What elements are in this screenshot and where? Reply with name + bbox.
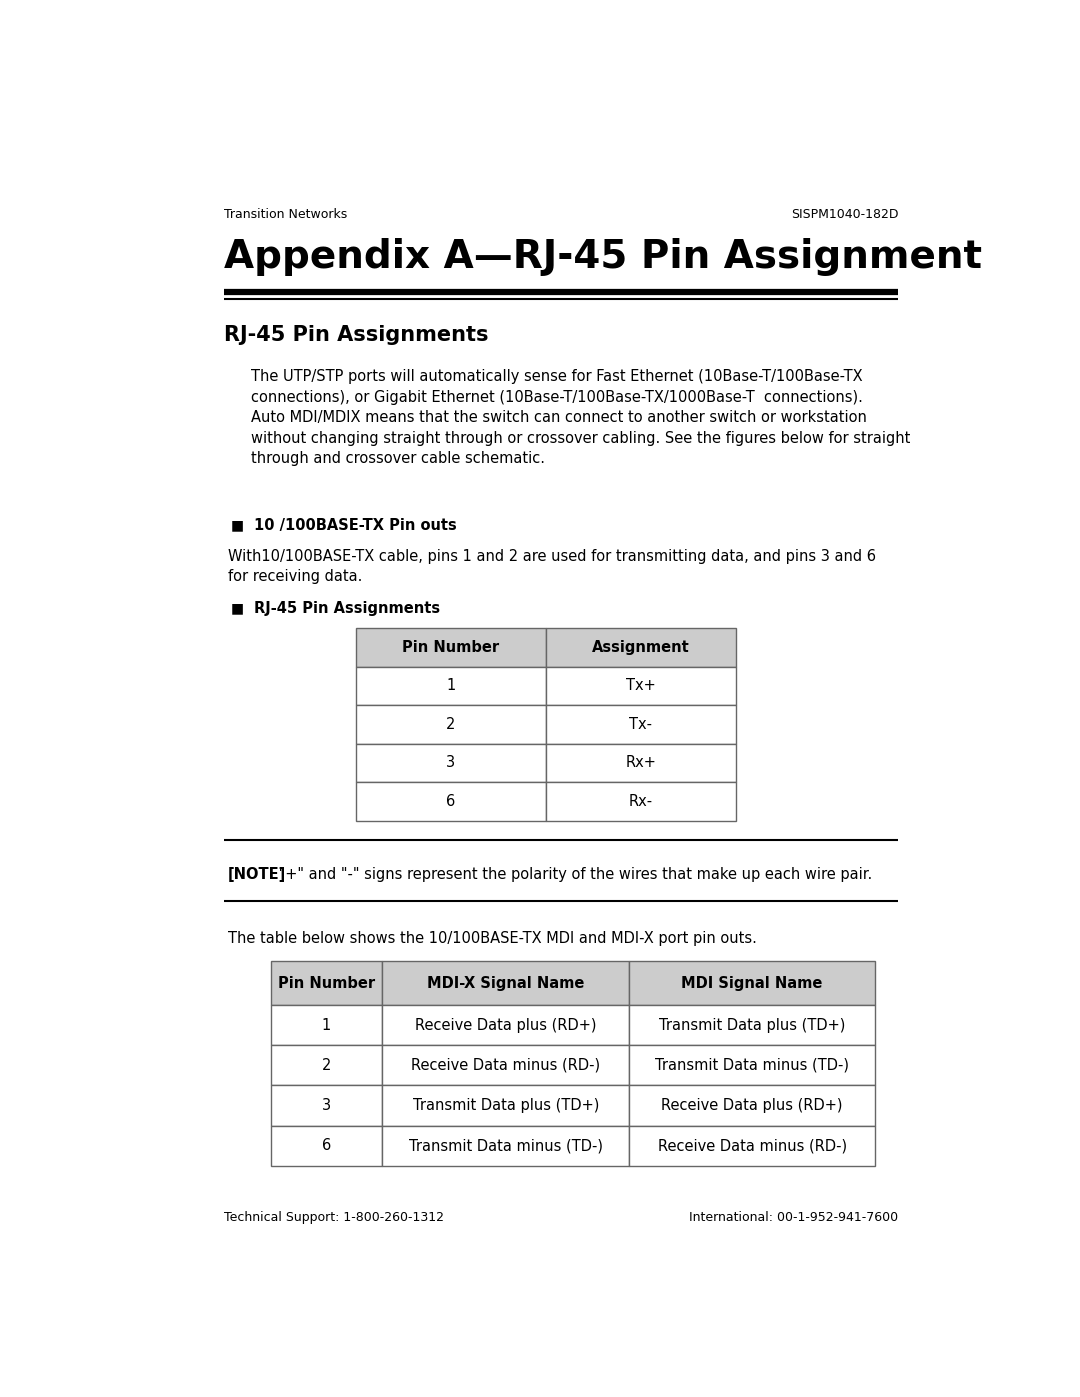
Bar	[356, 705, 545, 743]
Bar	[545, 629, 735, 666]
Bar	[356, 666, 545, 705]
Text: International: 00-1-952-941-7600: International: 00-1-952-941-7600	[689, 1211, 899, 1224]
Text: Receive Data minus (RD-): Receive Data minus (RD-)	[658, 1139, 847, 1153]
Text: Receive Data minus (RD-): Receive Data minus (RD-)	[411, 1058, 600, 1073]
Bar	[545, 782, 735, 820]
Text: connections), or Gigabit Ethernet (10Base-T/100Base-TX/1000Base-T  connections).: connections), or Gigabit Ethernet (10Bas…	[252, 390, 863, 405]
Text: 10 /100BASE-TX Pin outs: 10 /100BASE-TX Pin outs	[254, 518, 457, 534]
Text: Assignment: Assignment	[592, 640, 689, 655]
Text: for receiving data.: for receiving data.	[228, 569, 363, 584]
Text: MDI-X Signal Name: MDI-X Signal Name	[427, 975, 584, 990]
Bar	[271, 1006, 382, 1045]
Bar	[356, 743, 545, 782]
Text: without changing straight through or crossover cabling. See the figures below fo: without changing straight through or cro…	[252, 430, 910, 446]
Bar	[356, 782, 545, 820]
Text: Appendix A—RJ-45 Pin Assignment: Appendix A—RJ-45 Pin Assignment	[225, 239, 982, 277]
Bar	[356, 629, 545, 666]
Text: Technical Support: 1-800-260-1312: Technical Support: 1-800-260-1312	[225, 1211, 444, 1224]
Text: Pin Number: Pin Number	[278, 975, 375, 990]
Text: 6: 6	[446, 793, 456, 809]
Text: MDI Signal Name: MDI Signal Name	[681, 975, 823, 990]
Text: Receive Data plus (RD+): Receive Data plus (RD+)	[661, 1098, 842, 1113]
Bar	[545, 705, 735, 743]
Bar	[629, 1045, 875, 1085]
Bar	[545, 743, 735, 782]
Text: 6: 6	[322, 1139, 332, 1153]
Text: RJ-45 Pin Assignments: RJ-45 Pin Assignments	[254, 601, 440, 616]
Text: Pin Number: Pin Number	[402, 640, 499, 655]
Bar	[382, 1045, 629, 1085]
Text: Auto MDI/MDIX means that the switch can connect to another switch or workstation: Auto MDI/MDIX means that the switch can …	[252, 411, 867, 425]
Bar	[271, 1085, 382, 1126]
Text: Rx-: Rx-	[629, 793, 652, 809]
Bar	[271, 1045, 382, 1085]
Bar	[382, 961, 629, 1006]
Bar	[629, 1126, 875, 1165]
Text: 1: 1	[446, 679, 456, 693]
Text: Transition Networks: Transition Networks	[225, 208, 348, 221]
Text: The UTP/STP ports will automatically sense for Fast Ethernet (10Base-T/100Base-T: The UTP/STP ports will automatically sen…	[252, 369, 863, 384]
Bar	[271, 1126, 382, 1165]
Text: [NOTE]: [NOTE]	[228, 866, 286, 882]
Bar	[545, 666, 735, 705]
Text: Transmit Data plus (TD+): Transmit Data plus (TD+)	[659, 1018, 846, 1032]
Text: SISPM1040-182D: SISPM1040-182D	[791, 208, 899, 221]
Text: Rx+: Rx+	[625, 756, 657, 770]
Bar	[629, 1006, 875, 1045]
Text: RJ-45 Pin Assignments: RJ-45 Pin Assignments	[225, 326, 488, 345]
Bar	[382, 1126, 629, 1165]
Text: Transmit Data minus (TD-): Transmit Data minus (TD-)	[408, 1139, 603, 1153]
Text: Transmit Data plus (TD+): Transmit Data plus (TD+)	[413, 1098, 599, 1113]
Text: through and crossover cable schematic.: through and crossover cable schematic.	[252, 451, 545, 467]
Text: 3: 3	[322, 1098, 332, 1113]
Bar	[629, 1085, 875, 1126]
Text: 2: 2	[446, 717, 456, 732]
Text: The table below shows the 10/100BASE-TX MDI and MDI-X port pin outs.: The table below shows the 10/100BASE-TX …	[228, 932, 757, 947]
Bar	[629, 961, 875, 1006]
Text: Tx+: Tx+	[625, 679, 656, 693]
Bar	[382, 1085, 629, 1126]
Text: 2: 2	[322, 1058, 332, 1073]
Bar	[271, 961, 382, 1006]
Bar	[382, 1006, 629, 1045]
Text: Tx-: Tx-	[630, 717, 652, 732]
Text: With10/100BASE-TX cable, pins 1 and 2 are used for transmitting data, and pins 3: With10/100BASE-TX cable, pins 1 and 2 ar…	[228, 549, 876, 564]
Text: 1: 1	[322, 1018, 332, 1032]
Text: 3: 3	[446, 756, 456, 770]
Text: ■: ■	[230, 601, 243, 615]
Text: "+" and "-" signs represent the polarity of the wires that make up each wire pai: "+" and "-" signs represent the polarity…	[274, 866, 873, 882]
Text: Transmit Data minus (TD-): Transmit Data minus (TD-)	[656, 1058, 849, 1073]
Text: ■: ■	[230, 518, 243, 532]
Text: Receive Data plus (RD+): Receive Data plus (RD+)	[415, 1018, 596, 1032]
